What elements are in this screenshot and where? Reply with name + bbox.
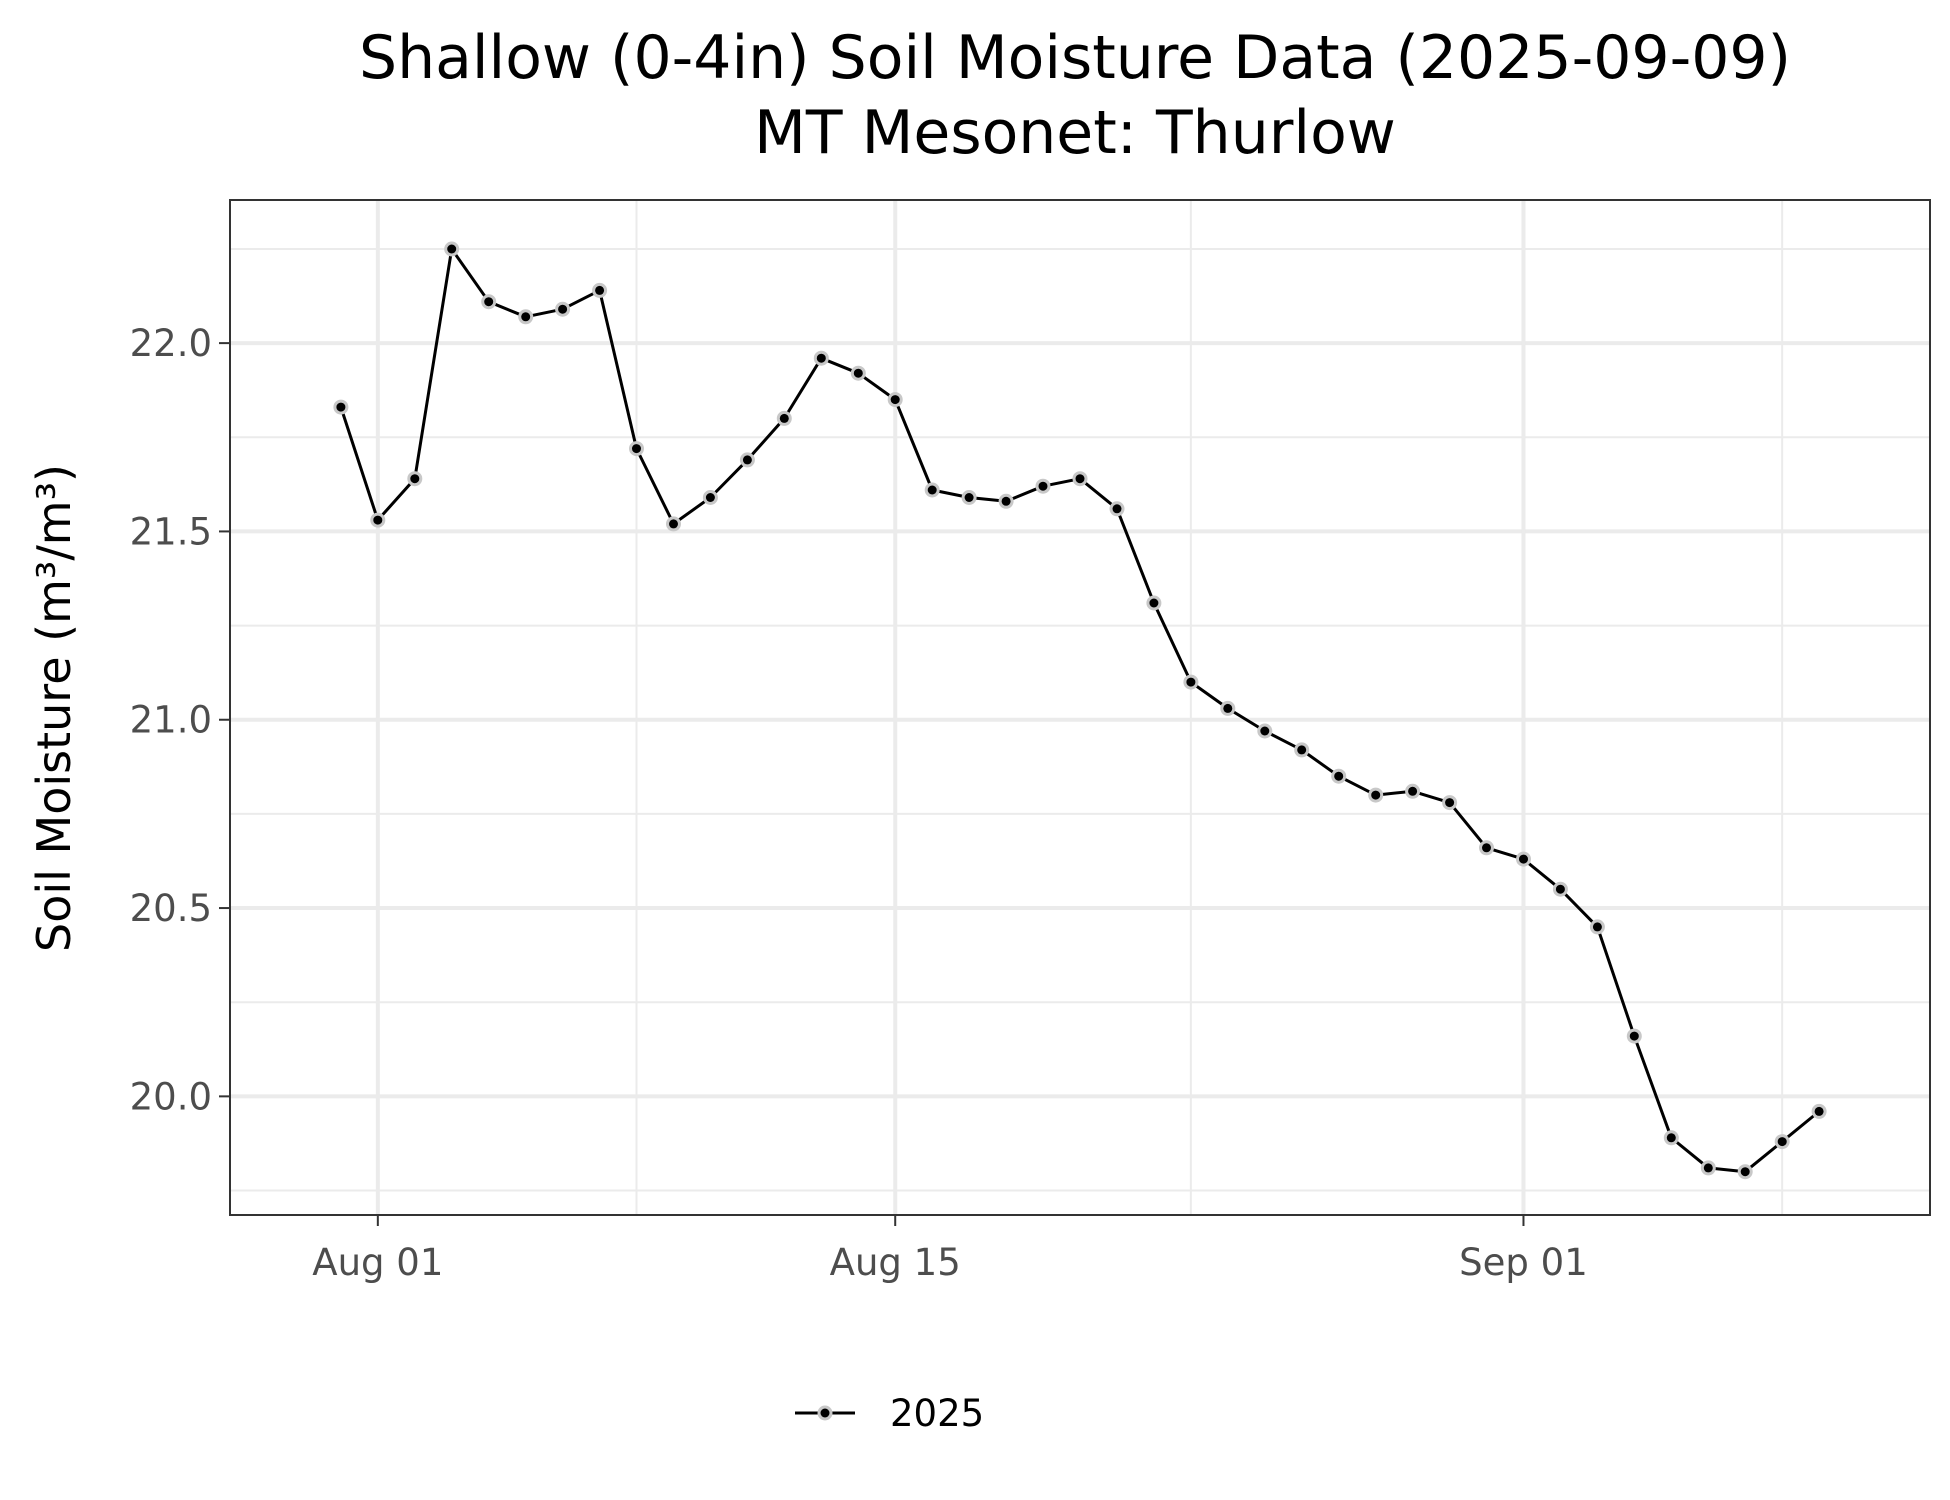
plot-panel-border [229,199,1931,1216]
legend: 2025 [795,1392,984,1435]
data-point [1482,843,1491,853]
data-point [964,493,974,502]
data-point [1519,854,1528,864]
data-point [595,285,605,295]
y-tick-label: 22.0 [130,322,212,365]
data-point [1223,703,1233,713]
data-point [890,395,900,405]
data-point [484,297,494,307]
data-point [1777,1137,1787,1147]
data-point [1371,790,1381,800]
data-point [558,304,568,314]
data-point [1592,922,1602,932]
data-point [1297,745,1307,755]
data-point [410,474,420,484]
y-axis-title: Soil Moisture (m³/m³) [27,464,81,952]
data-point [669,519,678,529]
plot-panel [230,200,1930,1215]
data-point [373,515,383,525]
x-tick-label: Aug 01 [312,1241,443,1284]
major-gridlines [230,200,1930,1215]
data-point [1703,1163,1713,1173]
data-point [927,485,937,495]
data-point [1629,1031,1639,1041]
data-point [1334,771,1344,781]
data-point [1408,786,1418,796]
data-point [521,312,531,322]
data-point [336,402,346,412]
y-tick-label: 21.0 [130,699,212,742]
data-point [1260,726,1270,736]
data-point [742,455,752,465]
x-tick-label: Sep 01 [1459,1241,1588,1284]
data-point [1075,474,1085,484]
minor-gridlines [230,200,1930,1215]
data-point [1666,1133,1676,1143]
data-point [1814,1106,1824,1116]
data-point [1445,798,1455,808]
data-point [816,353,826,363]
data-point [1112,504,1122,514]
data-point [705,493,715,502]
data-point [1038,481,1048,491]
y-tick-label: 21.5 [130,510,212,553]
data-point [1001,496,1011,506]
data-point [1740,1167,1750,1177]
y-axis: 20.0 20.5 21.0 21.5 22.0 [130,322,230,1118]
series-layer [333,241,1827,1180]
data-point [1186,677,1196,687]
legend-label-2025: 2025 [890,1392,984,1435]
chart-title: Shallow (0-4in) Soil Moisture Data (2025… [359,23,1791,93]
data-point [1555,884,1565,894]
chart-subtitle: MT Mesonet: Thurlow [754,98,1396,168]
y-tick-label: 20.5 [130,887,212,930]
x-tick-label: Aug 15 [830,1241,961,1284]
x-axis: Aug 01 Aug 15 Sep 01 [312,1215,1588,1284]
data-point [447,244,457,254]
y-tick-label: 20.0 [130,1075,212,1118]
data-point [779,413,789,423]
data-point [632,444,641,454]
data-point [1149,598,1159,608]
legend-key-point [820,1408,830,1418]
data-point [853,368,863,378]
